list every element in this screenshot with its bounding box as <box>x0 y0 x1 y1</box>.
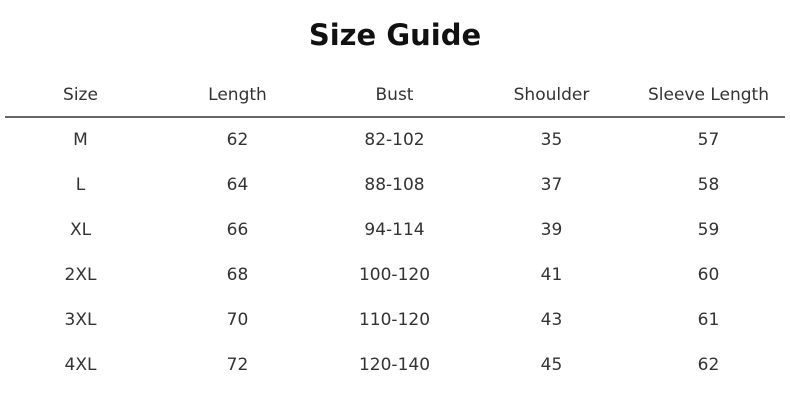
table-header: Size Length Bust Shoulder Sleeve Length <box>2 84 787 106</box>
cell-length: 66 <box>226 220 249 240</box>
cell-sleeve-length: 61 <box>697 310 720 330</box>
cell-size: L <box>75 175 86 195</box>
header-size: Size <box>63 85 98 105</box>
cell-bust: 110-120 <box>358 310 431 330</box>
table-row: 2XL 68 100-120 41 60 <box>2 264 787 286</box>
cell-bust: 94-114 <box>364 220 425 240</box>
header-sleeve-length: Sleeve Length <box>648 85 769 105</box>
cell-shoulder: 39 <box>540 220 563 240</box>
cell-length: 62 <box>226 130 249 150</box>
cell-length: 72 <box>226 355 249 375</box>
cell-length: 64 <box>226 175 249 195</box>
cell-bust: 82-102 <box>364 130 425 150</box>
cell-sleeve-length: 60 <box>697 265 720 285</box>
table-row: 4XL 72 120-140 45 62 <box>2 354 787 376</box>
cell-shoulder: 43 <box>540 310 563 330</box>
cell-bust: 120-140 <box>358 355 431 375</box>
cell-size: 3XL <box>64 310 97 330</box>
cell-sleeve-length: 62 <box>697 355 720 375</box>
cell-size: 2XL <box>64 265 97 285</box>
cell-shoulder: 41 <box>540 265 563 285</box>
cell-length: 68 <box>226 265 249 285</box>
header-shoulder: Shoulder <box>513 85 590 105</box>
cell-sleeve-length: 58 <box>697 175 720 195</box>
cell-sleeve-length: 59 <box>697 220 720 240</box>
cell-shoulder: 45 <box>540 355 563 375</box>
cell-size: M <box>73 130 88 150</box>
page-title: Size Guide <box>308 18 482 52</box>
header-divider <box>5 116 785 118</box>
cell-size: XL <box>69 220 92 240</box>
header-length: Length <box>208 85 267 105</box>
table-row: M 62 82-102 35 57 <box>2 129 787 151</box>
cell-sleeve-length: 57 <box>697 130 720 150</box>
header-bust: Bust <box>375 85 414 105</box>
cell-shoulder: 37 <box>540 175 563 195</box>
cell-size: 4XL <box>64 355 97 375</box>
table-row: XL 66 94-114 39 59 <box>2 219 787 241</box>
cell-bust: 88-108 <box>364 175 425 195</box>
cell-shoulder: 35 <box>540 130 563 150</box>
cell-length: 70 <box>226 310 249 330</box>
table-row: L 64 88-108 37 58 <box>2 174 787 196</box>
cell-bust: 100-120 <box>358 265 431 285</box>
table-row: 3XL 70 110-120 43 61 <box>2 309 787 331</box>
